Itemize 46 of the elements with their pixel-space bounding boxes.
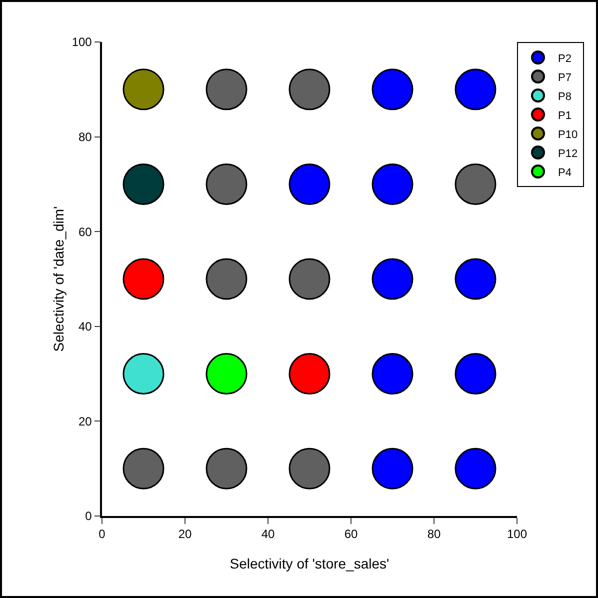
legend-label: P1: [558, 110, 572, 122]
point: [372, 163, 414, 205]
point: [288, 448, 330, 490]
point: [372, 448, 414, 490]
y-tick-label: 80: [78, 130, 92, 144]
point: [454, 258, 496, 300]
x-tick-label: 0: [98, 527, 106, 542]
y-tick-label: 20: [78, 414, 92, 428]
point: [122, 353, 164, 395]
point: [206, 163, 248, 205]
y-tick-label: 100: [72, 35, 92, 50]
point: [122, 68, 164, 110]
point: [288, 258, 330, 300]
y-axis-title: Selectivity of 'date_dim': [50, 206, 66, 352]
point: [122, 258, 164, 300]
legend-label: P2: [558, 52, 572, 65]
x-tick-label: 80: [427, 527, 441, 542]
y-tick-label: 40: [78, 320, 92, 334]
point: [122, 448, 164, 490]
y-tick-label: 60: [78, 224, 92, 239]
point: [288, 353, 330, 395]
x-tick-label: 20: [178, 527, 192, 542]
point: [454, 68, 496, 110]
legend-label: P10: [558, 128, 578, 141]
point: [454, 353, 496, 395]
point: [122, 163, 164, 205]
y-tick-label: 0: [85, 509, 92, 524]
legend-label: P12: [558, 148, 578, 160]
x-tick-label: 60: [344, 527, 358, 542]
legend-label: P7: [558, 72, 572, 84]
x-tick-label: 40: [261, 527, 275, 542]
point: [206, 353, 248, 395]
point: [288, 163, 330, 205]
point: [206, 258, 248, 300]
point: [206, 68, 248, 110]
legend-label: P4: [558, 166, 572, 179]
point: [206, 448, 248, 490]
legend-label: P8: [558, 90, 572, 103]
point: [454, 448, 496, 490]
point: [454, 163, 496, 205]
x-axis-title: Selectivity of 'store_sales': [230, 556, 390, 572]
point: [372, 68, 414, 110]
x-tick-label: 100: [506, 527, 528, 542]
point: [372, 353, 414, 395]
point: [288, 68, 330, 110]
point: [372, 258, 414, 300]
